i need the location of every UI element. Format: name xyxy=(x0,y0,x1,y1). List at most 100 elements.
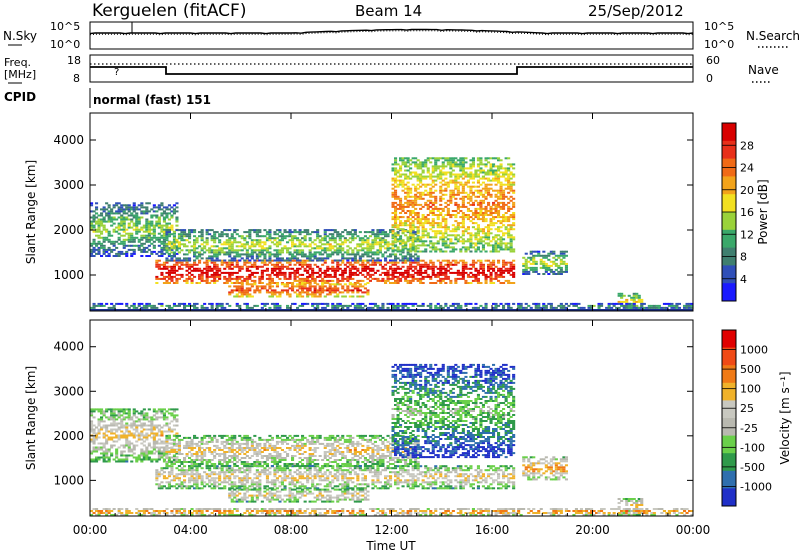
heatmap-cell xyxy=(384,271,388,274)
heatmap-cell xyxy=(245,251,249,254)
heatmap-cell xyxy=(512,175,516,178)
heatmap-cell xyxy=(137,208,141,211)
heatmap-cell xyxy=(160,242,164,245)
heatmap-cell xyxy=(376,251,380,254)
heatmap-cell xyxy=(358,237,362,240)
heatmap-cell xyxy=(122,224,126,227)
heatmap-cell xyxy=(419,197,423,200)
heatmap-cell xyxy=(434,201,438,204)
heatmap-cell xyxy=(534,268,538,271)
heatmap-cell xyxy=(135,218,139,221)
heatmap-cell xyxy=(213,267,217,270)
heatmap-cell xyxy=(130,226,134,229)
heatmap-cell xyxy=(288,277,292,280)
heatmap-cell xyxy=(497,216,501,219)
heatmap-cell xyxy=(190,245,194,248)
heatmap-cell xyxy=(426,222,430,225)
heatmap-cell xyxy=(471,159,475,162)
heatmap-cell xyxy=(110,220,114,223)
heatmap-cell xyxy=(263,467,267,470)
heatmap-cell xyxy=(532,268,536,271)
heatmap-cell xyxy=(255,483,259,486)
heatmap-cell xyxy=(384,257,388,260)
heatmap-cell xyxy=(532,256,536,259)
heatmap-cell xyxy=(167,253,171,256)
heatmap-cell xyxy=(240,477,244,480)
heatmap-cell xyxy=(152,206,156,209)
heatmap-cell xyxy=(507,177,511,180)
heatmap-cell xyxy=(632,292,636,295)
heatmap-cell xyxy=(411,240,415,243)
heatmap-cell xyxy=(459,205,463,208)
heatmap-cell xyxy=(479,304,483,307)
heatmap-cell xyxy=(436,230,440,233)
heatmap-cell xyxy=(456,269,460,272)
heatmap-cell xyxy=(258,231,262,234)
heatmap-cell xyxy=(162,220,166,223)
heatmap-cell xyxy=(346,287,350,290)
heatmap-cell xyxy=(399,173,403,176)
heatmap-cell xyxy=(434,222,438,225)
heatmap-cell xyxy=(240,291,244,294)
heatmap-cell xyxy=(358,283,362,286)
heatmap-cell xyxy=(152,234,156,237)
heatmap-cell xyxy=(100,304,104,307)
heatmap-cell xyxy=(177,485,181,488)
heatmap-cell xyxy=(396,306,400,309)
heatmap-cell xyxy=(293,277,297,280)
heatmap-cell xyxy=(225,239,229,242)
y-tick-label: 3000 xyxy=(53,178,84,192)
heatmap-cell xyxy=(507,163,511,166)
heatmap-cell xyxy=(195,257,199,260)
heatmap-cell xyxy=(439,232,443,235)
cpid-value: normal (fast) 151 xyxy=(93,93,211,107)
heatmap-cell xyxy=(381,233,385,236)
heatmap-cell xyxy=(401,181,405,184)
heatmap-cell xyxy=(248,255,252,258)
heatmap-cell xyxy=(270,241,274,244)
heatmap-cell xyxy=(481,228,485,231)
heatmap-cell xyxy=(273,282,277,284)
heatmap-cell xyxy=(205,269,209,272)
heatmap-cell xyxy=(532,250,536,253)
heatmap-cell xyxy=(389,247,393,250)
heatmap-cell xyxy=(409,177,413,180)
heatmap-cell xyxy=(416,187,420,190)
heatmap-cell xyxy=(404,169,408,172)
heatmap-cell xyxy=(429,161,433,164)
heatmap-cell xyxy=(95,234,99,237)
heatmap-cell xyxy=(444,240,448,243)
heatmap-cell xyxy=(461,167,465,170)
heatmap-cell xyxy=(404,222,408,225)
heatmap-cell xyxy=(416,271,420,274)
heatmap-cell xyxy=(157,204,161,207)
heatmap-cell xyxy=(321,287,325,290)
heatmap-cell xyxy=(429,304,433,307)
heatmap-cell xyxy=(471,273,475,276)
heatmap-cell xyxy=(481,207,485,210)
heatmap-cell xyxy=(429,189,433,192)
heatmap-cell xyxy=(494,183,498,186)
heatmap-cell xyxy=(331,237,335,240)
heatmap-cell xyxy=(278,253,282,256)
heatmap-cell xyxy=(336,302,340,305)
heatmap-cell xyxy=(117,242,121,245)
heatmap-cell xyxy=(160,271,164,274)
heatmap-cell xyxy=(401,242,405,245)
heatmap-cell xyxy=(235,251,239,254)
heatmap-cell xyxy=(306,259,310,262)
heatmap-cell xyxy=(419,193,423,196)
heatmap-cell xyxy=(484,250,488,253)
heatmap-cell xyxy=(529,250,533,253)
heatmap-cell xyxy=(303,245,307,248)
heatmap-cell xyxy=(283,285,287,288)
heatmap-cell xyxy=(328,275,332,278)
heatmap-cell xyxy=(499,248,503,251)
heatmap-cell xyxy=(326,287,330,290)
heatmap-cell xyxy=(318,273,322,276)
heatmap-cell xyxy=(238,287,242,290)
heatmap-cell xyxy=(142,246,146,249)
heatmap-cell xyxy=(630,304,634,307)
heatmap-cell xyxy=(371,257,375,260)
heatmap-cell xyxy=(265,269,269,272)
